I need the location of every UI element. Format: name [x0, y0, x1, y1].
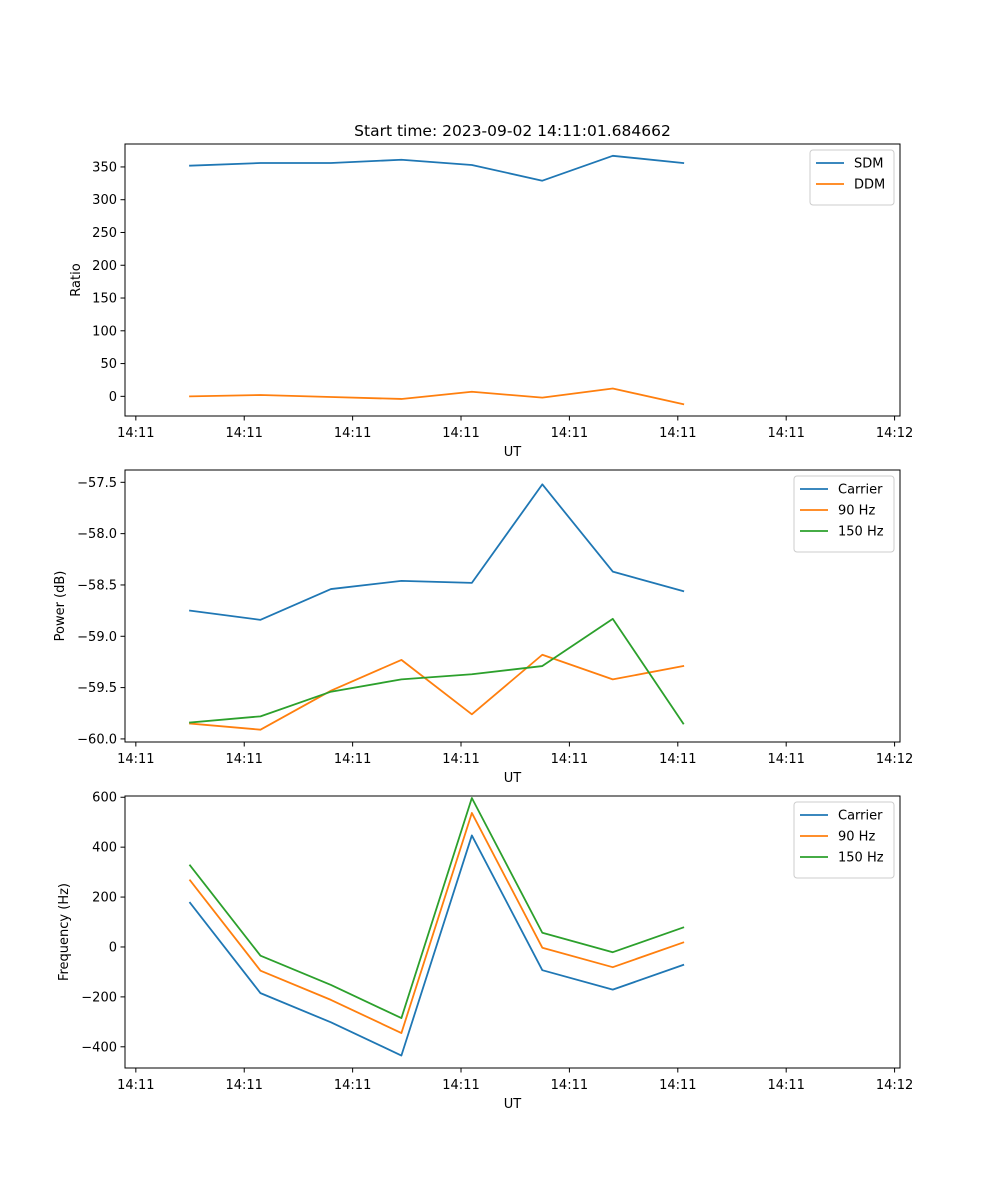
chart-1-legend-label-sdm: SDM	[854, 157, 883, 172]
chart-1-x-tick-label: 14:11	[225, 426, 262, 441]
chart-2-legend-label-carrier: Carrier	[838, 483, 883, 498]
chart-1-x-tick-label: 14:12	[876, 426, 913, 441]
chart-1-series-ddm-line	[189, 387, 685, 406]
chart-3-y-tick-label: 0	[109, 940, 117, 955]
chart-2-series-carrier-line	[189, 483, 685, 621]
chart-2-x-tick-label: 14:11	[225, 752, 262, 767]
chart-2-y-tick-label: −57.5	[77, 476, 117, 491]
chart-1-y-tick-label: 250	[92, 226, 117, 241]
chart-panels: 14:11 14:11 14:11 14:11 14:11 14:11 14:11 14:12…	[53, 143, 913, 1112]
chart-1-y-tick-label: 350	[92, 160, 117, 175]
chart-2-y-tick-label: −58.0	[77, 527, 117, 542]
chart-2-x-tick-label: 14:11	[117, 752, 154, 767]
chart-3-legend-label-carrier: Carrier	[838, 809, 883, 824]
chart-2-series-150-hz-line	[189, 617, 685, 725]
chart-1-y-tick-label: 200	[92, 259, 117, 274]
chart-3-y-axis-label: Frequency (Hz)	[57, 883, 72, 981]
chart-2-x-tick-label: 14:12	[876, 752, 913, 767]
chart-3-series-90-hz-line	[188, 812, 685, 1034]
chart-2-y-tick-label: −59.5	[77, 681, 117, 696]
chart-3-axes-frame	[124, 795, 901, 1069]
chart-3-x-tick-label: 14:11	[767, 1078, 804, 1093]
chart-2-x-tick-label: 14:11	[442, 752, 479, 767]
chart-1: 14:11 14:11 14:11 14:11 14:11 14:11 14:11 14:12…	[69, 143, 913, 460]
chart-3-legend: Carrier 90 Hz 150 Hz	[793, 801, 895, 879]
chart-2-y-axis-label: Power (dB)	[53, 571, 68, 642]
chart-3-legend-label-150-hz: 150 Hz	[838, 851, 884, 866]
chart-2-y-tick-label: −58.5	[77, 578, 117, 593]
chart-2-x-axis-label: UT	[504, 771, 522, 786]
chart-3: 14:11 14:11 14:11 14:11 14:11 14:11 14:11 14:12…	[57, 791, 913, 1112]
chart-2-axes-frame	[124, 469, 901, 743]
chart-3-x-tick-label: 14:12	[876, 1078, 913, 1093]
chart-3-y-tick-label: 400	[92, 841, 117, 856]
chart-3-x-tick-label: 14:11	[117, 1078, 154, 1093]
chart-3-legend-box	[793, 801, 895, 879]
chart-1-y-tick-label: 0	[109, 390, 117, 405]
chart-3-x-tick-label: 14:11	[659, 1078, 696, 1093]
chart-3-y-tick-label: −200	[81, 990, 117, 1005]
chart-1-y-tick-label: 150	[92, 292, 117, 307]
chart-2-x-tick-label: 14:11	[767, 752, 804, 767]
chart-1-y-tick-label: 50	[100, 357, 117, 372]
chart-3-x-axis-label: UT	[504, 1097, 522, 1112]
chart-1-legend-label-ddm: DDM	[854, 178, 885, 193]
chart-3-x-tick-label: 14:11	[442, 1078, 479, 1093]
chart-1-y-tick-label: 100	[92, 324, 117, 339]
chart-3-x-tick-label: 14:11	[225, 1078, 262, 1093]
chart-1-legend: SDM DDM	[809, 149, 895, 206]
figure-title: Start time: 2023-09-02 14:11:01.684662	[354, 122, 671, 140]
chart-1-series-sdm-line	[189, 154, 685, 182]
chart-2-legend: Carrier 90 Hz 150 Hz	[793, 475, 895, 553]
chart-1-x-tick-label: 14:11	[442, 426, 479, 441]
chart-3-series-carrier-line	[188, 834, 685, 1057]
chart-2: 14:11 14:11 14:11 14:11 14:11 14:11 14:11 14:12…	[53, 469, 913, 786]
chart-1-x-tick-label: 14:11	[334, 426, 371, 441]
chart-2-series-90-hz-line	[189, 653, 685, 731]
chart-1-x-tick-label: 14:11	[551, 426, 588, 441]
chart-3-series-150-hz-line	[188, 797, 685, 1019]
chart-1-y-tick-label: 300	[92, 193, 117, 208]
chart-3-y-tick-label: 600	[92, 791, 117, 806]
chart-1-x-axis-label: UT	[504, 445, 522, 460]
chart-2-y-tick-label: −60.0	[77, 732, 117, 747]
chart-2-legend-box	[793, 475, 895, 553]
chart-1-x-tick-label: 14:11	[767, 426, 804, 441]
chart-3-y-tick-label: −400	[81, 1040, 117, 1055]
chart-2-x-tick-label: 14:11	[659, 752, 696, 767]
chart-2-legend-label-90-hz: 90 Hz	[838, 504, 875, 519]
chart-1-y-axis-label: Ratio	[69, 263, 84, 296]
chart-3-x-tick-label: 14:11	[334, 1078, 371, 1093]
chart-1-x-tick-label: 14:11	[659, 426, 696, 441]
chart-3-y-tick-label: 200	[92, 891, 117, 906]
chart-1-x-tick-label: 14:11	[117, 426, 154, 441]
chart-2-x-tick-label: 14:11	[334, 752, 371, 767]
chart-3-legend-label-90-hz: 90 Hz	[838, 830, 875, 845]
chart-2-legend-label-150-hz: 150 Hz	[838, 525, 884, 540]
chart-2-y-tick-label: −59.0	[77, 630, 117, 645]
chart-2-x-tick-label: 14:11	[551, 752, 588, 767]
chart-1-axes-frame	[124, 143, 901, 417]
chart-3-x-tick-label: 14:11	[551, 1078, 588, 1093]
